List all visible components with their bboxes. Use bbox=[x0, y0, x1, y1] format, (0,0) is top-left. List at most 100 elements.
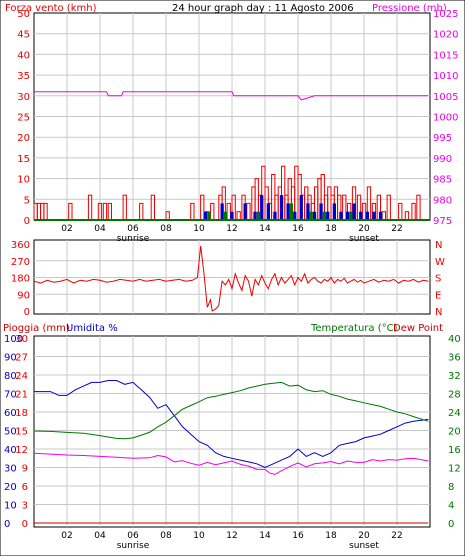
rain-y-tick: 12 bbox=[15, 445, 28, 456]
wind-gust-bar bbox=[260, 195, 264, 220]
wind-min-bar bbox=[207, 211, 211, 220]
x-tick-label: 20 bbox=[358, 224, 370, 234]
x-annotation: sunset bbox=[349, 541, 379, 551]
humidity-y-tick: 50 bbox=[4, 427, 17, 438]
x-tick-label: 12 bbox=[226, 224, 237, 234]
wind-y-tick: 10 bbox=[17, 175, 30, 186]
temperature-y-tick: 16 bbox=[448, 445, 461, 456]
wind-min-bar bbox=[322, 211, 327, 220]
humidity-y-tick: 30 bbox=[4, 464, 17, 475]
x-tick-label: 02 bbox=[61, 531, 72, 541]
direction-y-tick: 180 bbox=[11, 274, 30, 285]
wind-gust-bar bbox=[332, 203, 336, 220]
temperature-y-tick: 24 bbox=[448, 408, 461, 419]
temp-plot bbox=[33, 380, 429, 524]
pressure-y-tick: 1020 bbox=[433, 30, 458, 41]
compass-label: N bbox=[435, 307, 442, 318]
x-annotation: sunrise bbox=[117, 234, 150, 244]
wind-gust-bar bbox=[339, 211, 343, 220]
wind-y-tick: 25 bbox=[17, 113, 30, 124]
temperature-y-tick: 40 bbox=[448, 334, 461, 345]
humidity-y-tick: 90 bbox=[4, 353, 17, 364]
direction-grid bbox=[34, 240, 430, 314]
humidity-y-tick: 70 bbox=[4, 390, 17, 401]
humidity-line bbox=[34, 380, 429, 469]
humidity-y-tick: 20 bbox=[4, 482, 17, 493]
wind-min-bar bbox=[349, 211, 353, 220]
humidity-y-tick: 80 bbox=[4, 371, 17, 382]
temperature-axis-label: Temperatura (°C) bbox=[310, 323, 398, 334]
x-tick-label: 04 bbox=[94, 224, 106, 234]
temperature-y-tick: 0 bbox=[448, 519, 454, 530]
x-annotation: sunset bbox=[349, 234, 379, 244]
wind-direction-line bbox=[33, 245, 429, 312]
temperature-line bbox=[33, 381, 429, 440]
wind-y-tick: 30 bbox=[17, 92, 30, 103]
direction-y-tick: 270 bbox=[11, 257, 30, 268]
humidity-y-tick: 100 bbox=[4, 334, 23, 345]
wind-gust-bar bbox=[299, 195, 303, 220]
humidity-axis-label: Umidita % bbox=[66, 323, 118, 334]
chart-title: 24 hour graph day : 11 Agosto 2006 bbox=[172, 3, 354, 14]
wind-gust-bar bbox=[365, 211, 369, 220]
rain-y-tick: 6 bbox=[22, 482, 28, 493]
x-tick-label: 08 bbox=[160, 224, 172, 234]
x-tick-label: 14 bbox=[259, 224, 271, 234]
direction-y-tick: 90 bbox=[17, 290, 30, 301]
humidity-y-tick: 0 bbox=[4, 519, 10, 530]
humidity-y-tick: 10 bbox=[4, 501, 17, 512]
wind-gust-bar bbox=[230, 211, 234, 220]
x-tick-label: 04 bbox=[94, 531, 106, 541]
compass-label: S bbox=[435, 274, 441, 285]
rain-y-tick: 21 bbox=[15, 390, 28, 401]
temperature-y-tick: 32 bbox=[448, 371, 461, 382]
rain-y-tick: 18 bbox=[15, 408, 28, 419]
temp-grid bbox=[34, 336, 430, 527]
wind-y-tick: 45 bbox=[17, 30, 30, 41]
x-tick-label: 02 bbox=[61, 224, 72, 234]
x-tick-label: 18 bbox=[325, 224, 337, 234]
wind-gust-bar bbox=[312, 211, 317, 220]
wind-gust-bar bbox=[352, 203, 356, 220]
compass-label: N bbox=[435, 240, 442, 251]
compass-label: W bbox=[435, 257, 445, 268]
wind-gust-bar bbox=[326, 211, 330, 220]
temperature-y-tick: 12 bbox=[448, 464, 461, 475]
pressure-y-tick: 975 bbox=[433, 216, 452, 227]
pressure-axis-label: Pressione (mb) bbox=[372, 3, 447, 14]
dewpoint-line bbox=[33, 452, 429, 475]
pressure-y-tick: 1025 bbox=[433, 9, 458, 20]
wind-axis-label: Forza vento (kmh) bbox=[5, 3, 97, 14]
x-tick-label: 22 bbox=[391, 531, 402, 541]
wind-min-bar bbox=[223, 211, 228, 220]
temperature-y-tick: 20 bbox=[448, 427, 461, 438]
wind-y-tick: 35 bbox=[17, 71, 30, 82]
wind-plot bbox=[33, 91, 430, 221]
wind-gust-bar bbox=[253, 211, 257, 220]
pressure-y-tick: 1010 bbox=[433, 71, 458, 82]
pressure-y-tick: 1005 bbox=[433, 92, 458, 103]
x-tick-label: 18 bbox=[325, 531, 337, 541]
wind-gust-bar bbox=[273, 211, 277, 220]
wind-gust-bar bbox=[293, 211, 297, 220]
direction-plot bbox=[33, 245, 429, 312]
pressure-y-tick: 995 bbox=[433, 133, 452, 144]
rain-y-tick: 9 bbox=[22, 464, 28, 475]
x-tick-label: 16 bbox=[292, 531, 304, 541]
temperature-y-tick: 4 bbox=[448, 501, 454, 512]
x-tick-label: 22 bbox=[391, 224, 402, 234]
wind-gust-bar bbox=[345, 211, 350, 220]
x-tick-label: 06 bbox=[127, 531, 139, 541]
direction-y-tick: 360 bbox=[11, 240, 30, 251]
wind-gust-bar bbox=[378, 211, 383, 220]
wind-gust-bar bbox=[266, 203, 270, 220]
wind-gust-bar bbox=[319, 203, 323, 220]
rain-y-tick: 30 bbox=[15, 334, 28, 345]
x-tick-label: 06 bbox=[127, 224, 139, 234]
wind-y-tick: 40 bbox=[17, 50, 30, 61]
temperature-y-tick: 28 bbox=[448, 390, 461, 401]
compass-label: E bbox=[435, 290, 441, 301]
wind-y-tick: 50 bbox=[17, 9, 30, 20]
x-annotation: sunrise bbox=[117, 541, 150, 551]
